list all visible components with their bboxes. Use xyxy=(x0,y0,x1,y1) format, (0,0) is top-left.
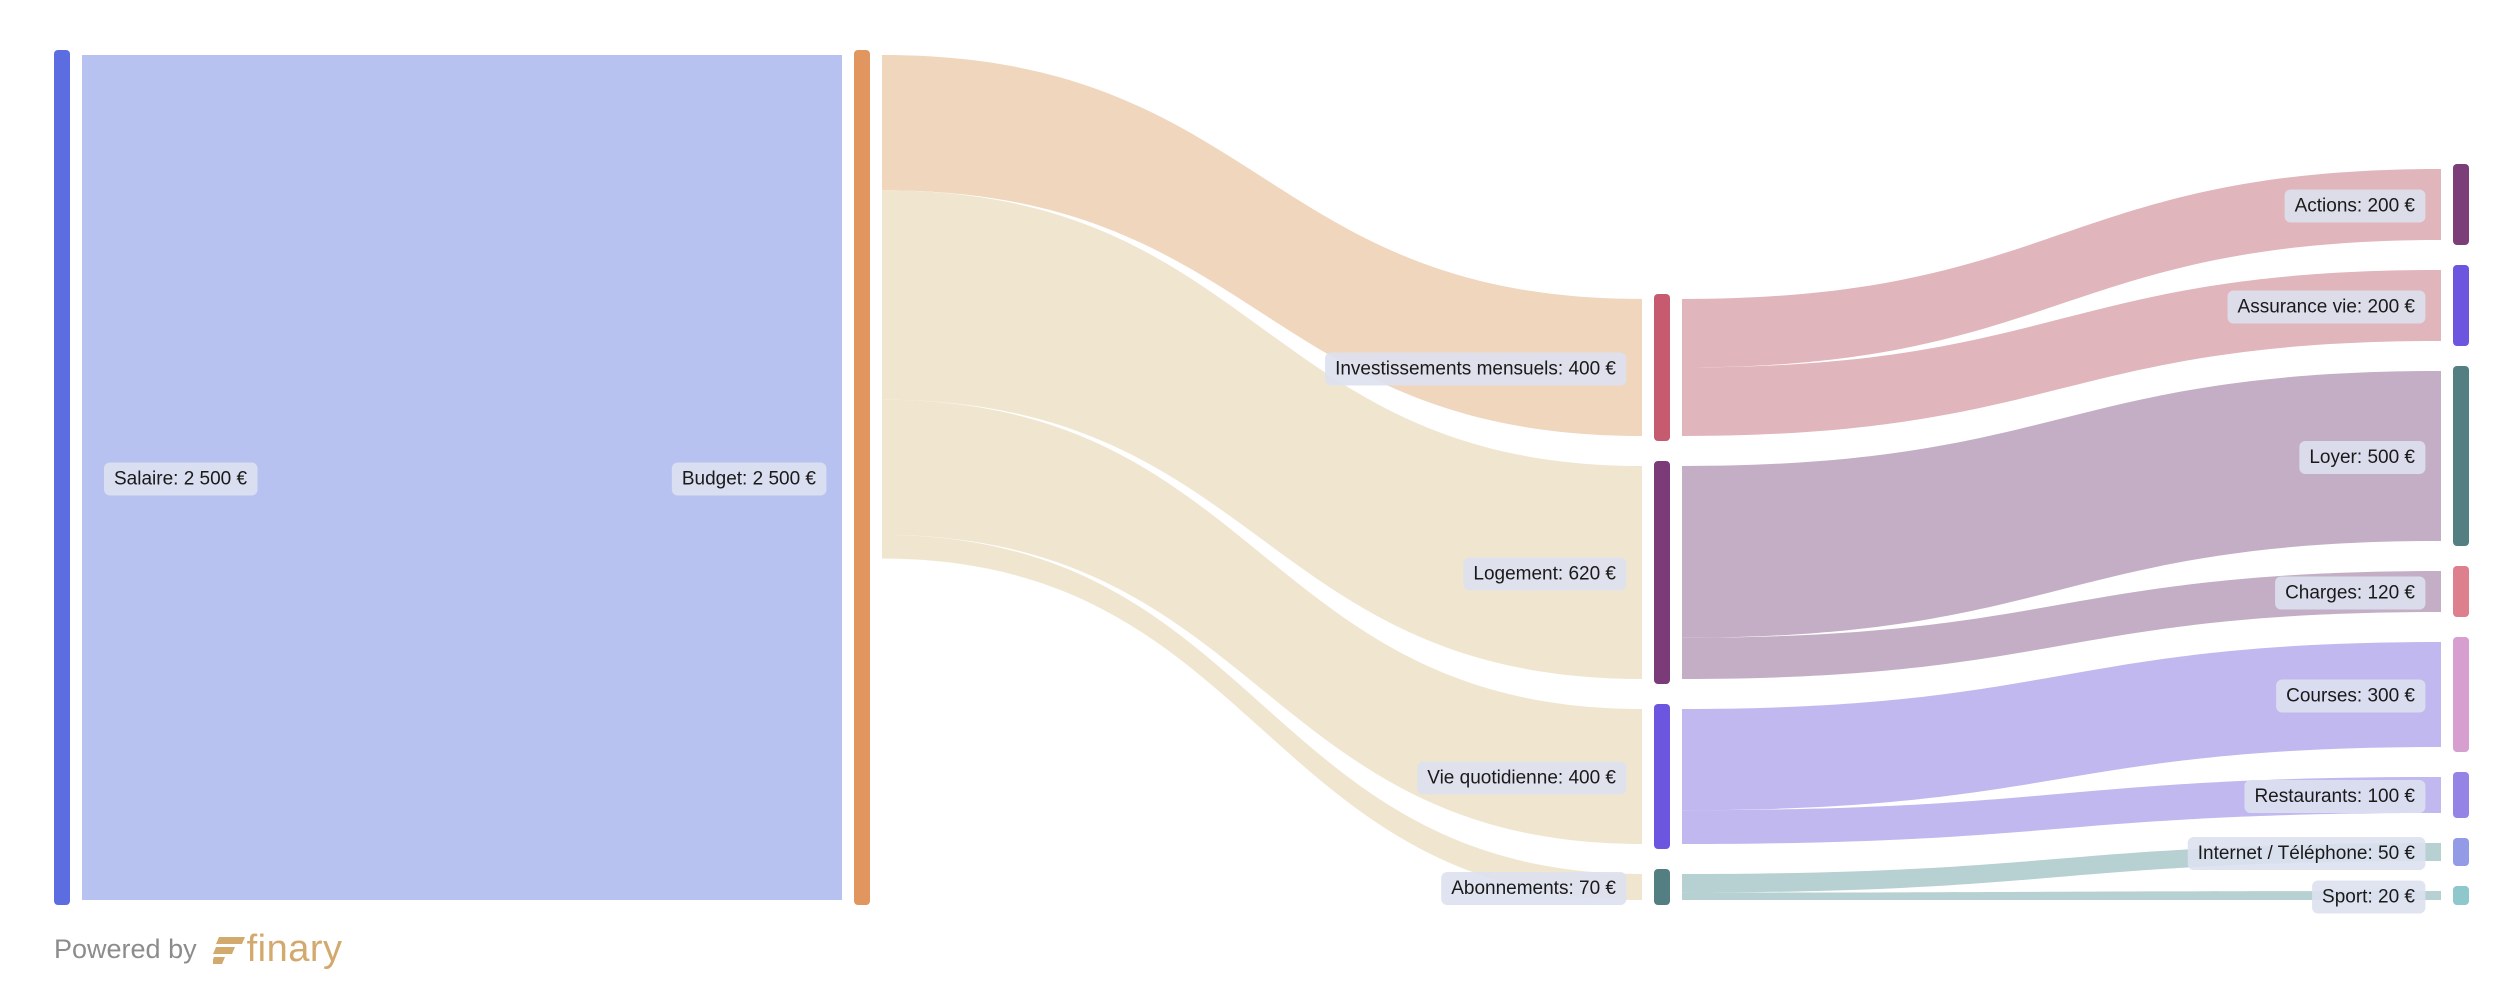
node-label-sport: Sport: 20 € xyxy=(2312,880,2426,914)
node-label-text-invest: Investissements mensuels: 400 € xyxy=(1335,359,1616,380)
node-label-text-sport: Sport: 20 € xyxy=(2322,887,2415,908)
node-label-abonnements: Abonnements: 70 € xyxy=(1441,872,1627,905)
node-label-text-actions: Actions: 200 € xyxy=(2295,196,2416,217)
node-budget[interactable] xyxy=(854,50,870,905)
node-logement[interactable] xyxy=(1654,461,1670,684)
link-abonnements-sport[interactable] xyxy=(1682,891,2441,900)
node-label-text-quotidien: Vie quotidienne: 400 € xyxy=(1427,768,1616,789)
node-label-text-salaire: Salaire: 2 500 € xyxy=(114,469,248,490)
node-label-restaurants: Restaurants: 100 € xyxy=(2244,780,2426,813)
node-courses[interactable] xyxy=(2453,637,2469,752)
node-label-assurance: Assurance vie: 200 € xyxy=(2227,290,2426,324)
sankey-links xyxy=(82,55,2441,900)
node-label-internet: Internet / Téléphone: 50 € xyxy=(2187,837,2426,870)
link-invest-actions[interactable] xyxy=(1682,169,2441,368)
link-quotidien-courses[interactable] xyxy=(1682,642,2441,811)
node-label-quotidien: Vie quotidienne: 400 € xyxy=(1417,761,1627,795)
node-label-actions: Actions: 200 € xyxy=(2284,189,2426,223)
node-label-text-loyer: Loyer: 500 € xyxy=(2309,447,2415,468)
node-label-courses: Courses: 300 € xyxy=(2276,679,2426,713)
node-label-budget: Budget: 2 500 € xyxy=(671,462,827,496)
link-budget-abonnements[interactable] xyxy=(882,534,1642,900)
node-label-text-budget: Budget: 2 500 € xyxy=(682,469,817,490)
finary-logo-icon xyxy=(212,936,245,964)
node-assurance[interactable] xyxy=(2453,265,2469,346)
node-quotidien[interactable] xyxy=(1654,704,1670,849)
node-label-text-logement: Logement: 620 € xyxy=(1473,564,1616,585)
node-loyer[interactable] xyxy=(2453,366,2469,546)
node-label-text-charges: Charges: 120 € xyxy=(2285,583,2415,604)
node-charges[interactable] xyxy=(2453,566,2469,617)
node-actions[interactable] xyxy=(2453,164,2469,245)
node-label-logement: Logement: 620 € xyxy=(1463,557,1627,591)
powered-by-text: Powered by xyxy=(54,934,197,964)
node-label-text-abonnements: Abonnements: 70 € xyxy=(1451,878,1616,899)
sankey-nodes xyxy=(54,50,2469,905)
link-budget-logement[interactable] xyxy=(882,190,1642,679)
node-label-salaire: Salaire: 2 500 € xyxy=(104,462,258,496)
sankey-labels: Salaire: 2 500 € Budget: 2 500 € Investiss… xyxy=(104,189,2426,914)
node-label-loyer: Loyer: 500 € xyxy=(2299,441,2426,474)
brand[interactable]: finary xyxy=(212,928,343,971)
node-invest[interactable] xyxy=(1654,294,1670,441)
node-label-charges: Charges: 120 € xyxy=(2275,576,2426,610)
node-label-text-courses: Courses: 300 € xyxy=(2286,686,2415,707)
node-sport[interactable] xyxy=(2453,886,2469,905)
node-restaurants[interactable] xyxy=(2453,772,2469,818)
node-label-invest: Investissements mensuels: 400 € xyxy=(1325,352,1627,386)
brand-name: finary xyxy=(246,928,343,970)
node-label-text-assurance: Assurance vie: 200 € xyxy=(2238,297,2416,318)
link-budget-invest[interactable] xyxy=(882,55,1642,436)
link-logement-charges[interactable] xyxy=(1682,571,2441,679)
node-label-text-restaurants: Restaurants: 100 € xyxy=(2254,786,2415,807)
link-logement-loyer[interactable] xyxy=(1682,371,2441,638)
node-abonnements[interactable] xyxy=(1654,869,1670,905)
footer-attribution: Powered by finary xyxy=(54,928,343,971)
node-label-text-internet: Internet / Téléphone: 50 € xyxy=(2198,843,2416,864)
link-budget-quotidien[interactable] xyxy=(882,399,1642,844)
link-salaire-budget[interactable] xyxy=(82,55,842,900)
node-salaire[interactable] xyxy=(54,50,70,905)
node-internet[interactable] xyxy=(2453,838,2469,866)
